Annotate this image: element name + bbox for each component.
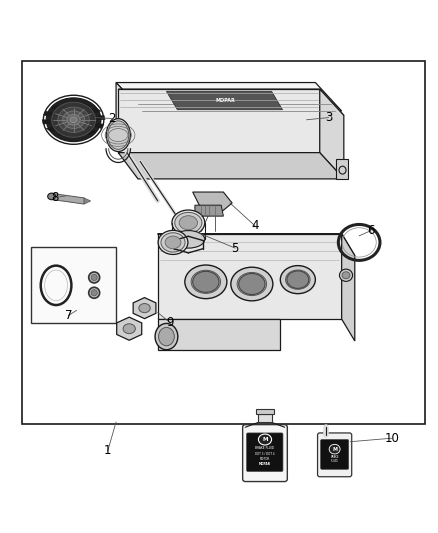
FancyBboxPatch shape [247,433,283,472]
Text: MOPAR: MOPAR [259,462,271,466]
Ellipse shape [108,121,129,149]
Polygon shape [193,192,232,214]
Ellipse shape [172,231,205,248]
Polygon shape [42,120,50,124]
Ellipse shape [342,272,350,279]
Ellipse shape [48,193,56,200]
Polygon shape [95,123,104,128]
Text: DOT 3 / DOT 4: DOT 3 / DOT 4 [255,451,275,456]
Polygon shape [117,317,142,340]
Text: 5: 5 [232,241,239,255]
Ellipse shape [339,269,353,281]
Polygon shape [52,193,84,204]
Polygon shape [118,89,344,115]
Ellipse shape [280,265,315,294]
Polygon shape [58,131,67,136]
Text: 9: 9 [166,316,173,329]
FancyBboxPatch shape [243,425,287,481]
Ellipse shape [88,287,99,298]
Ellipse shape [58,107,89,133]
Polygon shape [336,159,348,179]
Text: 7: 7 [64,309,72,322]
Ellipse shape [106,119,131,151]
Text: 8: 8 [52,191,59,204]
Ellipse shape [258,434,272,445]
Ellipse shape [155,324,178,350]
Ellipse shape [88,272,99,283]
Ellipse shape [175,213,202,233]
Bar [22,61,425,424]
Ellipse shape [67,115,80,125]
Polygon shape [116,83,342,111]
Text: 10: 10 [385,432,399,445]
Ellipse shape [70,117,77,123]
Ellipse shape [185,265,227,298]
Polygon shape [65,102,74,107]
FancyBboxPatch shape [318,433,352,477]
Text: M: M [262,437,268,442]
Text: FLUID: FLUID [331,459,339,463]
Polygon shape [91,108,101,113]
Polygon shape [84,198,91,204]
Text: 3: 3 [325,111,332,124]
Ellipse shape [179,216,198,230]
Ellipse shape [231,267,273,301]
Bar [258,414,272,422]
Bar [256,409,274,414]
Text: 2: 2 [108,112,116,125]
Ellipse shape [172,210,205,236]
Polygon shape [118,89,320,152]
Text: 1: 1 [104,445,112,457]
Text: BRAKE: BRAKE [330,455,339,459]
Ellipse shape [91,274,97,280]
Polygon shape [118,152,344,179]
Polygon shape [166,91,283,110]
Polygon shape [158,233,342,319]
Polygon shape [46,126,57,132]
Polygon shape [133,297,156,319]
Ellipse shape [239,273,265,295]
Text: 6: 6 [367,224,375,237]
Polygon shape [43,111,53,116]
Ellipse shape [158,230,188,254]
Polygon shape [80,103,89,108]
Ellipse shape [286,270,310,289]
Ellipse shape [165,236,181,249]
Polygon shape [74,133,82,137]
Ellipse shape [191,270,221,293]
Ellipse shape [91,290,97,296]
Bar [31,247,116,324]
Ellipse shape [46,98,101,142]
Ellipse shape [193,271,219,292]
Ellipse shape [287,271,309,288]
FancyBboxPatch shape [321,440,349,469]
Text: MOTOR: MOTOR [260,457,270,461]
Polygon shape [158,319,280,350]
Polygon shape [116,83,142,152]
Polygon shape [195,205,223,216]
Ellipse shape [161,233,185,252]
Polygon shape [320,89,344,179]
Polygon shape [51,105,61,110]
Ellipse shape [139,304,150,313]
Ellipse shape [52,102,95,138]
Ellipse shape [237,272,267,296]
Ellipse shape [159,327,174,346]
Ellipse shape [329,445,340,454]
Polygon shape [342,233,355,341]
Text: 4: 4 [251,219,259,232]
Polygon shape [86,129,96,135]
Ellipse shape [63,111,85,128]
Polygon shape [97,115,105,120]
Ellipse shape [123,324,135,334]
Text: BRAKE FLUID: BRAKE FLUID [255,446,275,450]
Text: MOPAR: MOPAR [215,98,236,102]
Polygon shape [158,233,355,255]
Text: M: M [332,447,337,451]
